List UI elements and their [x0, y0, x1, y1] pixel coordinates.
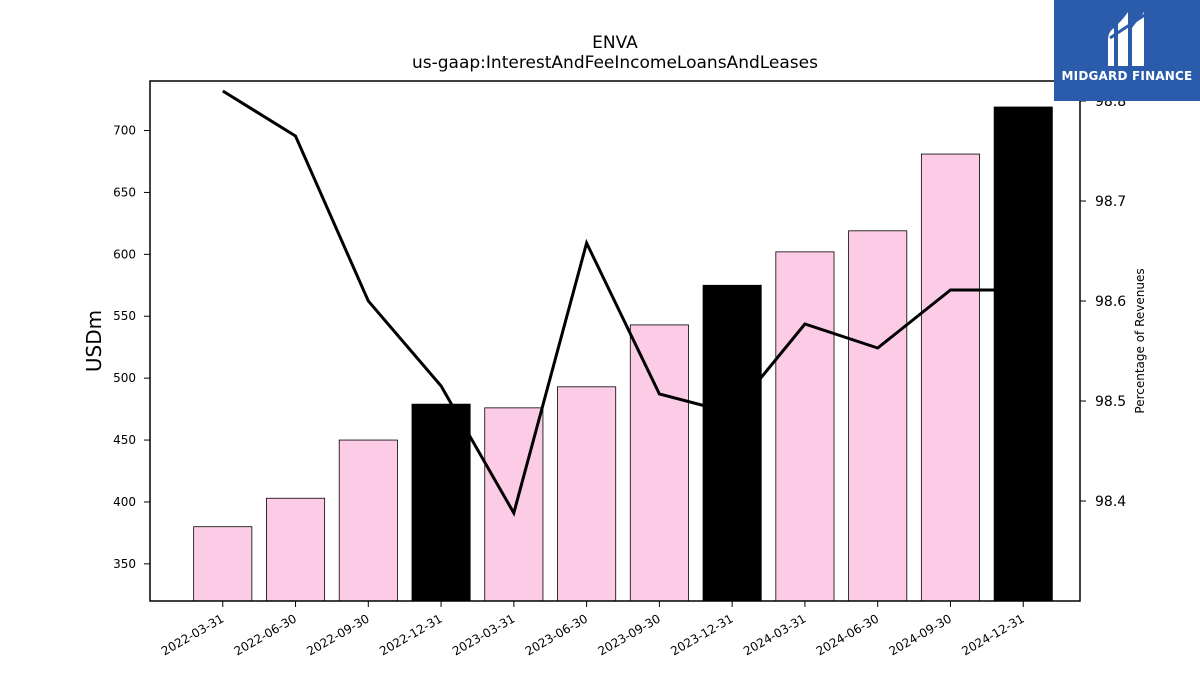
- y2-tick-label: 98.7: [1095, 194, 1126, 210]
- y-tick-label: 450: [113, 433, 136, 447]
- bar-2022-09-30: [338, 439, 398, 602]
- bar-2023-09-30: [629, 324, 689, 602]
- bar-2024-09-30: [920, 153, 980, 602]
- x-tick-label: 2022-03-31: [159, 611, 226, 658]
- bar-2024-03-31: [775, 251, 835, 602]
- y-axis-left: 350 400 450 500 550 600 650 700: [113, 124, 150, 571]
- y2-tick-label: 98.6: [1095, 294, 1126, 310]
- bar-2024-06-30: [848, 230, 908, 602]
- y-axis-label: USDm: [82, 310, 106, 372]
- x-tick-label: 2024-12-31: [959, 611, 1026, 658]
- bar-series: [193, 106, 1053, 602]
- x-tick-label: 2024-06-30: [814, 611, 881, 658]
- x-tick-label: 2024-03-31: [741, 611, 808, 658]
- x-tick-label: 2022-06-30: [232, 611, 299, 658]
- x-tick-label: 2023-09-30: [595, 611, 662, 658]
- x-tick-label: 2022-09-30: [304, 611, 371, 658]
- bar-2024-12-31: [993, 106, 1053, 602]
- y-tick-label: 700: [113, 124, 136, 138]
- line-series: [222, 89, 1024, 517]
- y-tick-label: 550: [113, 309, 136, 323]
- x-tick-label: 2023-03-31: [450, 611, 517, 658]
- y-tick-label: 600: [113, 247, 136, 261]
- y-tick-label: 400: [113, 495, 136, 509]
- y2-tick-label: 98.5: [1095, 394, 1126, 410]
- x-tick-label: 2023-12-31: [668, 611, 735, 658]
- chart-subtitle: us-gaap:InterestAndFeeIncomeLoansAndLeas…: [412, 53, 818, 73]
- bar-2022-03-31: [193, 526, 253, 602]
- y-tick-label: 350: [113, 557, 136, 571]
- x-tick-label: 2022-12-31: [377, 611, 444, 658]
- x-tick-label: 2023-06-30: [523, 611, 590, 658]
- x-axis: 2022-03-31 2022-06-30 2022-09-30 2022-12-31…: [159, 601, 1027, 658]
- plot-frame: [149, 80, 1081, 602]
- bar-2023-12-31: [702, 284, 762, 602]
- percentage-line: [222, 89, 1024, 517]
- y2-tick-label: 98.4: [1095, 494, 1126, 510]
- y-axis-right: 98.498.598.698.798.8: [1080, 94, 1126, 510]
- bar-2022-06-30: [266, 497, 326, 602]
- logo-text: MIDGARD FINANCE: [1061, 69, 1193, 83]
- y-tick-label: 500: [113, 371, 136, 385]
- midgard-finance-logo: MIDGARD FINANCE: [1054, 0, 1200, 101]
- midgard-logo-icon: [1108, 12, 1147, 66]
- chart-title: ENVA: [592, 33, 638, 53]
- y-tick-label: 650: [113, 185, 136, 199]
- y2-axis-label: Percentage of Revenues: [1133, 268, 1147, 413]
- bar-2023-06-30: [557, 386, 617, 602]
- x-tick-label: 2024-09-30: [887, 611, 954, 658]
- bar-2022-12-31: [411, 403, 471, 602]
